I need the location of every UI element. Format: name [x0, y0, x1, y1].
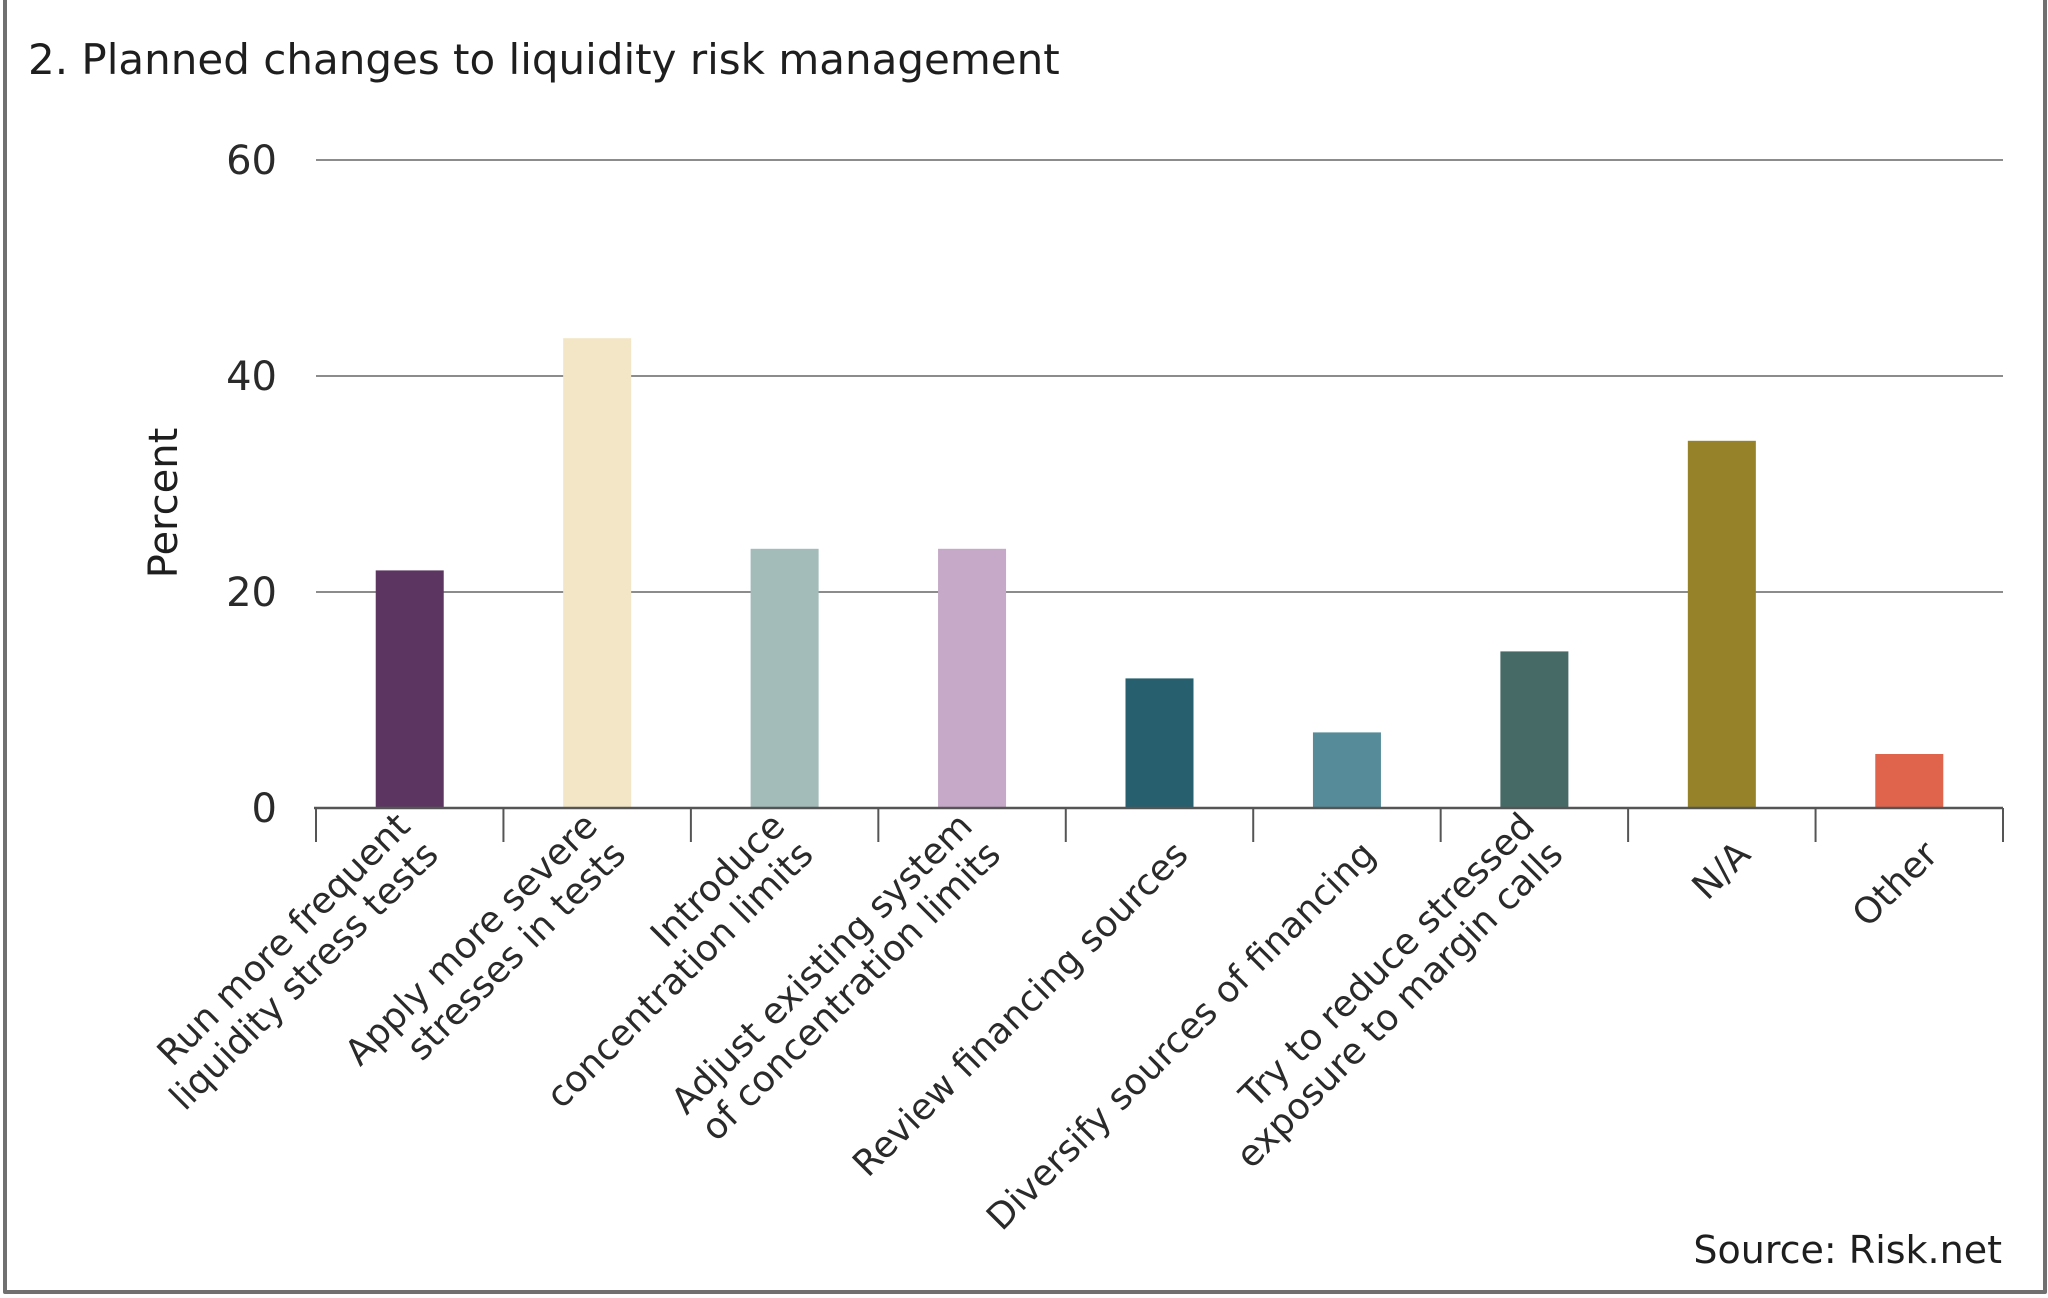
y-tick-label: 60: [226, 138, 277, 184]
y-tick-label: 0: [252, 786, 277, 832]
y-tick-label: 40: [226, 354, 277, 400]
y-tick-label: 20: [226, 570, 277, 616]
bar: [1875, 754, 1944, 808]
x-category-label: Try to reduce stressedexposure to margin…: [1200, 806, 1572, 1177]
bar: [563, 338, 632, 808]
bar: [1500, 651, 1569, 808]
x-category-text: N/A: [1685, 834, 1759, 908]
x-category-label: Run more frequentliquidity stress tests: [134, 806, 447, 1119]
bar: [938, 548, 1007, 808]
x-category-line: N/A: [1685, 834, 1759, 908]
bar: [1312, 732, 1381, 808]
x-category-line: liquidity stress tests: [162, 834, 446, 1118]
x-category-line: exposure to margin calls: [1229, 834, 1572, 1177]
bars: [375, 338, 1944, 808]
chart-title: 2. Planned changes to liquidity risk man…: [28, 35, 1060, 84]
bar: [1687, 440, 1756, 808]
x-category-text: Run more frequentliquidity stress tests: [134, 806, 447, 1119]
x-axis: [314, 806, 2004, 842]
bar: [375, 570, 444, 808]
x-category-label: N/A: [1685, 834, 1759, 908]
y-axis-ticks: 0 20 40 60: [226, 138, 277, 832]
x-category-line: Other: [1845, 834, 1946, 935]
x-axis-labels: Run more frequentliquidity stress testsA…: [134, 806, 1947, 1239]
bar: [750, 548, 819, 808]
x-category-label: Other: [1845, 834, 1946, 935]
y-axis-label: Percent: [141, 428, 187, 579]
source-note: Source: Risk.net: [1693, 1228, 2002, 1272]
x-category-text: Try to reduce stressedexposure to margin…: [1200, 806, 1571, 1177]
bar: [1125, 678, 1194, 808]
x-category-text: Other: [1845, 834, 1946, 935]
